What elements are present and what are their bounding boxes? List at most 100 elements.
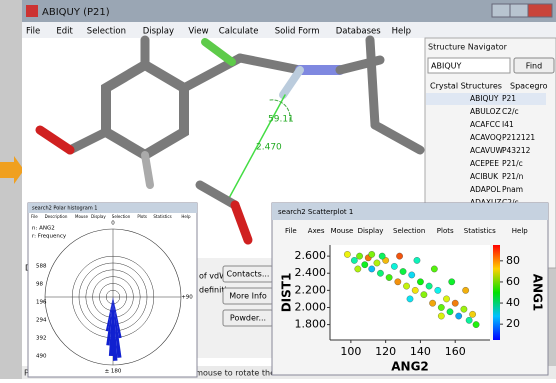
point: [400, 268, 406, 274]
menu-item[interactable]: Calculate: [219, 27, 259, 37]
menu-item[interactable]: Plots: [437, 227, 454, 235]
y-tick-label: 2.600: [295, 249, 327, 262]
ring-label: 196: [36, 300, 47, 306]
row-cell[interactable]: ACAVUW: [470, 146, 504, 155]
row-cell[interactable]: ACIBUK: [470, 172, 499, 181]
button-label: Powder...: [230, 314, 266, 323]
menu-item[interactable]: View: [188, 27, 208, 37]
menu-item[interactable]: Solid Form: [275, 27, 320, 37]
angle-label: n: ANG2: [32, 226, 55, 232]
menu-item[interactable]: Display: [143, 27, 174, 37]
point: [407, 296, 413, 302]
menu-item[interactable]: Statistics: [464, 227, 496, 235]
ring-label: 490: [36, 354, 47, 360]
menu-item[interactable]: Selection: [393, 227, 425, 235]
maximize[interactable]: [510, 4, 528, 17]
minimize[interactable]: [492, 4, 510, 17]
row-cell[interactable]: ABULOZ: [470, 107, 501, 116]
menu-item[interactable]: Help: [181, 214, 191, 219]
menu-item[interactable]: Mouse: [75, 214, 89, 219]
point: [344, 251, 350, 257]
point: [396, 253, 402, 259]
menu-item[interactable]: Help: [392, 27, 411, 37]
point: [374, 260, 380, 266]
point: [461, 306, 467, 312]
color-tick-label: 40: [506, 296, 520, 309]
color-tick-label: 20: [506, 317, 520, 330]
point: [351, 257, 357, 263]
navigator-title: Structure Navigator: [428, 43, 508, 52]
window-title: ABIQUY (P21): [42, 7, 110, 18]
point: [447, 309, 453, 315]
x-tick-label: 120: [375, 345, 396, 358]
point: [355, 266, 361, 272]
point: [421, 291, 427, 297]
polar-menu: File Description MouseDisplay Selection Plot…: [31, 214, 191, 219]
menu-item[interactable]: File: [285, 227, 297, 235]
angle-label: 59.11: [268, 115, 294, 125]
row-cell: P43212: [502, 146, 531, 155]
menu-item[interactable]: Display: [358, 227, 384, 235]
x-tick-label: 140: [410, 345, 431, 358]
row-cell: P21/c: [502, 159, 523, 168]
point: [377, 270, 383, 276]
column-header: Crystal Structures: [430, 82, 502, 91]
point: [473, 321, 479, 327]
menu-item[interactable]: Selection: [87, 27, 126, 37]
y-tick-label: 1.800: [295, 318, 327, 331]
angle-tick: 0: [111, 221, 115, 227]
point: [379, 253, 385, 259]
buttons: Contacts... More Info Powder...: [223, 266, 273, 326]
y-tick-label: 2.000: [295, 300, 327, 313]
point: [455, 313, 461, 319]
menu-item[interactable]: File: [31, 214, 38, 219]
menu-item[interactable]: Help: [512, 227, 529, 235]
point: [395, 279, 401, 285]
menu-item[interactable]: File: [26, 27, 40, 37]
distance-label: 2.470: [256, 143, 282, 153]
scatter-title: search2 Scatterplot 1: [278, 208, 353, 216]
point: [431, 266, 437, 272]
colorbar: [493, 245, 500, 340]
point: [403, 283, 409, 289]
point: [429, 300, 435, 306]
row-cell[interactable]: ACEPEE: [470, 159, 499, 168]
menu-item[interactable]: Selection: [112, 214, 131, 219]
point: [462, 287, 468, 293]
row-cell[interactable]: ADAPOL: [470, 185, 501, 194]
y-tick-label: 2.200: [295, 283, 327, 296]
menu-item[interactable]: Statistics: [153, 214, 171, 219]
row-cell: P212121: [502, 133, 535, 142]
radius-label: r: Frequency: [32, 234, 67, 240]
row-cell: C2/c: [502, 107, 519, 116]
screen: ABIQUY (P21) File Edit Selection Display Vie…: [0, 0, 556, 379]
page: ABIQUY (P21) File Edit Selection Display Vie…: [0, 0, 556, 379]
menu-item[interactable]: Description: [45, 214, 68, 219]
point: [391, 263, 397, 269]
menu-item[interactable]: Mouse: [331, 227, 354, 235]
scatter-menu: File Axes Mouse Display Selection Plots Statis…: [285, 227, 528, 235]
row-cell[interactable]: ACAFCC: [470, 120, 500, 129]
button-label: Contacts...: [227, 270, 270, 279]
point: [386, 274, 392, 280]
point: [414, 257, 420, 263]
point: [443, 296, 449, 302]
point: [369, 251, 375, 257]
menu-item[interactable]: Databases: [336, 27, 382, 37]
find-label: Find: [526, 62, 542, 71]
row-cell[interactable]: ACAVOQ: [470, 133, 502, 142]
menu-item[interactable]: Edit: [56, 27, 73, 37]
point: [449, 279, 455, 285]
search-text: ABIQUY: [431, 62, 461, 71]
menu-item[interactable]: Plots: [137, 214, 147, 219]
menu-item[interactable]: Display: [91, 214, 106, 219]
ring-label: 98: [36, 282, 43, 288]
point: [362, 261, 368, 267]
close[interactable]: [528, 4, 552, 17]
menu-item[interactable]: Axes: [308, 227, 325, 235]
point: [409, 272, 415, 278]
x-axis-title: ANG2: [391, 360, 429, 374]
button-label: More Info: [229, 292, 267, 301]
ring-label: 588: [36, 264, 47, 270]
row-cell[interactable]: ABIQUY: [470, 94, 499, 103]
